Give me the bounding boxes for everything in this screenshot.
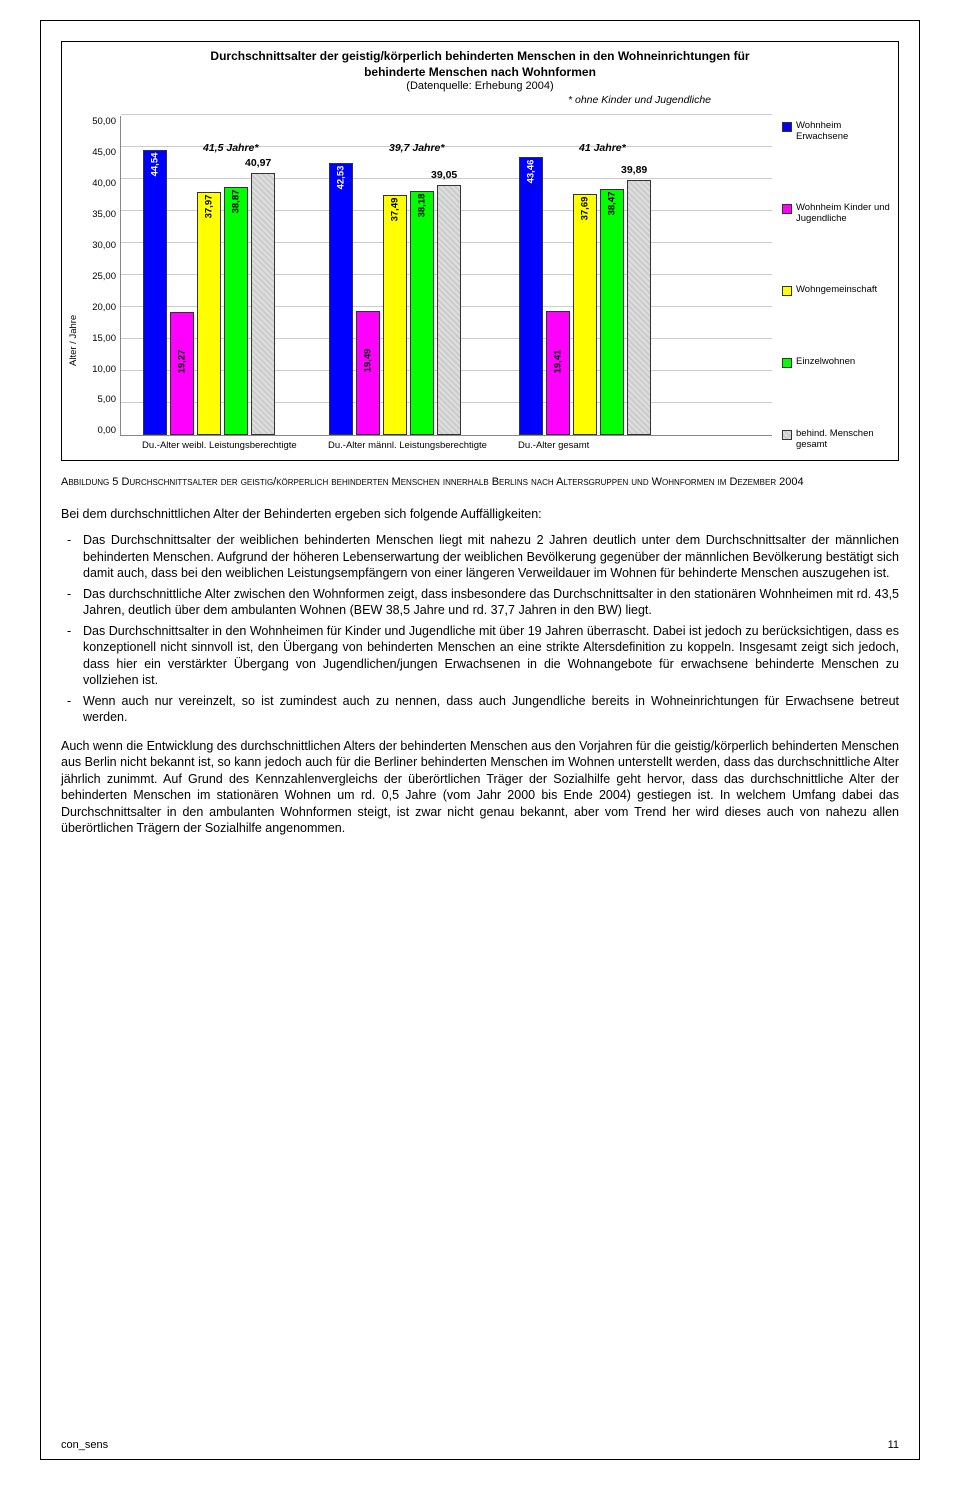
legend-item: behind. Menschen gesamt (782, 424, 892, 454)
legend-label: Einzelwohnen (796, 356, 855, 367)
legend-swatch (782, 204, 792, 214)
bar: 37,69 (573, 194, 597, 435)
page-frame: Durchschnittsalter der geistig/körperlic… (40, 20, 920, 1460)
bullet-list: Das Durchschnittsalter der weiblichen be… (61, 532, 899, 726)
legend-item: Wohnheim Erwachsene (782, 116, 892, 146)
bar-value-label: 43,46 (526, 160, 537, 184)
chart-container: Durchschnittsalter der geistig/körperlic… (61, 41, 899, 461)
group-annotation: 39,7 Jahre* (389, 142, 444, 154)
bullet-item: Das durchschnittliche Alter zwischen den… (83, 586, 899, 619)
bar-value-label: 19,27 (177, 350, 188, 374)
y-tick: 10,00 (82, 364, 116, 375)
y-tick: 5,00 (82, 394, 116, 405)
y-tick: 50,00 (82, 116, 116, 127)
bar-value-label: 19,49 (363, 349, 374, 373)
bar: 19,41 (546, 311, 570, 435)
bar (627, 180, 651, 435)
group-annotation: 41 Jahre* (579, 142, 626, 154)
bar-value-label: 37,49 (390, 198, 401, 222)
y-axis-label: Alter / Jahre (68, 226, 82, 454)
y-tick: 45,00 (82, 147, 116, 158)
y-tick: 40,00 (82, 178, 116, 189)
y-tick: 0,00 (82, 425, 116, 436)
figure-caption: Abbildung 5 Durchschnittsalter der geist… (61, 475, 899, 489)
body-text: Bei dem durchschnittlichen Alter der Beh… (61, 506, 899, 837)
chart-title-2: behinderte Menschen nach Wohnformen (364, 65, 596, 79)
legend-item: Einzelwohnen (782, 352, 892, 372)
x-axis-labels: Du.-Alter weibl. Leistungsberechtigte Du.… (120, 436, 772, 454)
legend-swatch (782, 286, 792, 296)
bar-group: 42,53 19,49 37,49 38,18 (329, 163, 461, 435)
bar: 42,53 (329, 163, 353, 435)
chart-note: * ohne Kinder und Jugendliche (568, 94, 768, 106)
legend-label: Wohnheim Kinder und Jugendliche (796, 202, 892, 224)
bar-group: 43,46 19,41 37,69 38,47 (519, 157, 651, 435)
plot-area: 41,5 Jahre*40,9744,5419,2737,9738,8739,7… (120, 116, 772, 436)
bar-value-label: 38,87 (231, 189, 242, 213)
legend-swatch (782, 122, 792, 132)
bar-value-label: 37,69 (580, 197, 591, 221)
legend-swatch (782, 358, 792, 368)
y-tick: 35,00 (82, 209, 116, 220)
bar: 38,47 (600, 189, 624, 435)
bar: 43,46 (519, 157, 543, 435)
y-tick: 25,00 (82, 271, 116, 282)
bar-value-label: 37,97 (204, 195, 215, 219)
bar: 37,97 (197, 192, 221, 435)
y-tick: 30,00 (82, 240, 116, 251)
bar: 19,27 (170, 312, 194, 435)
legend-label: Wohnheim Erwachsene (796, 120, 892, 142)
y-tick: 15,00 (82, 333, 116, 344)
y-tick: 20,00 (82, 302, 116, 313)
bullet-item: Das Durchschnittsalter der weiblichen be… (83, 532, 899, 582)
chart-title-1: Durchschnittsalter der geistig/körperlic… (210, 49, 749, 63)
footer-right: 11 (888, 1439, 899, 1451)
bar: 37,49 (383, 195, 407, 435)
chart-subtitle: (Datenquelle: Erhebung 2004) (68, 80, 892, 92)
legend-item: Wohngemeinschaft (782, 280, 892, 300)
x-axis-label: Du.-Alter weibl. Leistungsberechtigte (142, 440, 297, 451)
bar-group: 44,54 19,27 37,97 38,87 (143, 150, 275, 435)
x-axis-label: Du.-Alter gesamt (518, 440, 589, 451)
chart-title: Durchschnittsalter der geistig/körperlic… (68, 48, 892, 80)
bar-value-label: 42,53 (336, 166, 347, 190)
legend-swatch (782, 430, 792, 440)
bar: 38,87 (224, 187, 248, 436)
bar: 38,18 (410, 191, 434, 435)
chart-area: Alter / Jahre 50,00 45,00 40,00 35,00 30,00 2… (68, 106, 892, 454)
legend-item: Wohnheim Kinder und Jugendliche (782, 198, 892, 228)
bar (251, 173, 275, 435)
intro-paragraph: Bei dem durchschnittlichen Alter der Beh… (61, 506, 899, 523)
closing-paragraph: Auch wenn die Entwicklung des durchschni… (61, 738, 899, 837)
legend-label: behind. Menschen gesamt (796, 428, 892, 450)
page-footer: con_sens 11 (61, 1439, 899, 1451)
legend-label: Wohngemeinschaft (796, 284, 877, 295)
legend: Wohnheim Erwachsene Wohnheim Kinder und J… (772, 116, 892, 454)
x-axis-label: Du.-Alter männl. Leistungsberechtigte (328, 440, 487, 451)
bullet-item: Das Durchschnittsalter in den Wohnheimen… (83, 623, 899, 689)
y-axis: 50,00 45,00 40,00 35,00 30,00 25,00 20,00 15,00… (82, 116, 120, 436)
bar-value-label: 44,54 (150, 153, 161, 177)
bar: 19,49 (356, 311, 380, 436)
bar (437, 185, 461, 435)
footer-left: con_sens (61, 1439, 108, 1451)
bar: 44,54 (143, 150, 167, 435)
bar-value-label: 19,41 (553, 349, 564, 373)
bullet-item: Wenn auch nur vereinzelt, so ist zuminde… (83, 693, 899, 726)
bar-value-label: 38,18 (417, 194, 428, 218)
bar-value-label: 38,47 (607, 192, 618, 216)
grid-line (121, 114, 772, 115)
